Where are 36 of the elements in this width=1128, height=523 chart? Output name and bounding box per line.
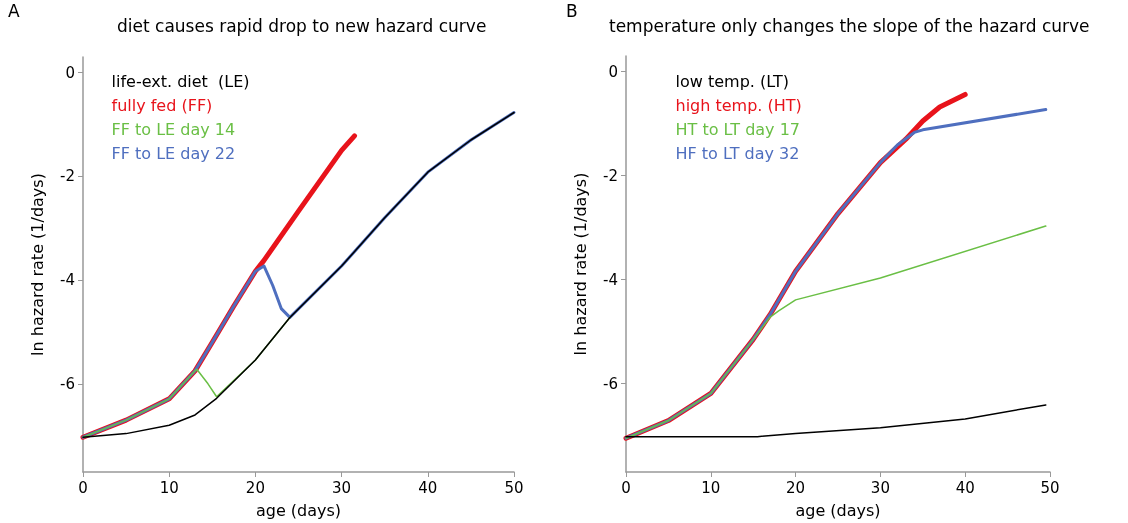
x-tick-label: 50 <box>504 478 524 497</box>
x-tick-label: 30 <box>332 478 352 497</box>
y-tick-label: -4 <box>60 271 75 290</box>
y-axis-title: ln hazard rate (1/days) <box>27 173 47 356</box>
x-tick-label: 30 <box>870 478 890 497</box>
text: high temp. (HT) <box>675 95 802 115</box>
text: B <box>566 0 578 21</box>
x-tick-label: 0 <box>78 478 88 497</box>
y-tick-label: -2 <box>603 166 618 185</box>
chart-title: diet causes rapid drop to new hazard curve <box>117 15 487 36</box>
chart-title: temperature only changes the slope of the hazard curve <box>609 15 1090 36</box>
x-tick-label: 40 <box>418 478 438 497</box>
x-tick-label: 20 <box>786 478 806 497</box>
x-axis-title: age (days) <box>255 500 342 520</box>
x-tick-label: 20 <box>245 478 265 497</box>
y-tick-label: -6 <box>603 374 618 393</box>
x-tick-label: 50 <box>1040 478 1060 497</box>
text: HT to LT day 17 <box>675 119 800 139</box>
text: HF to LT day 32 <box>675 143 800 163</box>
x-tick-label: 0 <box>621 478 631 497</box>
text: low temp. (LT) <box>675 71 789 91</box>
y-tick-label: -4 <box>603 270 618 289</box>
text: fully fed (FF) <box>111 95 213 115</box>
x-tick-label: 10 <box>159 478 179 497</box>
y-axis-title: ln hazard rate (1/days) <box>570 172 590 356</box>
y-tick-label: -6 <box>60 374 75 393</box>
text: FF to LE day 22 <box>111 143 236 163</box>
y-tick-label: -2 <box>60 167 75 186</box>
x-tick-label: 10 <box>701 478 721 497</box>
text: life-ext. diet (LE) <box>111 71 250 91</box>
text: A <box>8 0 20 21</box>
y-tick-label: 0 <box>608 62 618 81</box>
y-tick-label: 0 <box>65 63 75 82</box>
x-axis-title: age (days) <box>795 500 881 520</box>
x-tick-label: 40 <box>955 478 975 497</box>
text: FF to LE day 14 <box>111 119 236 139</box>
